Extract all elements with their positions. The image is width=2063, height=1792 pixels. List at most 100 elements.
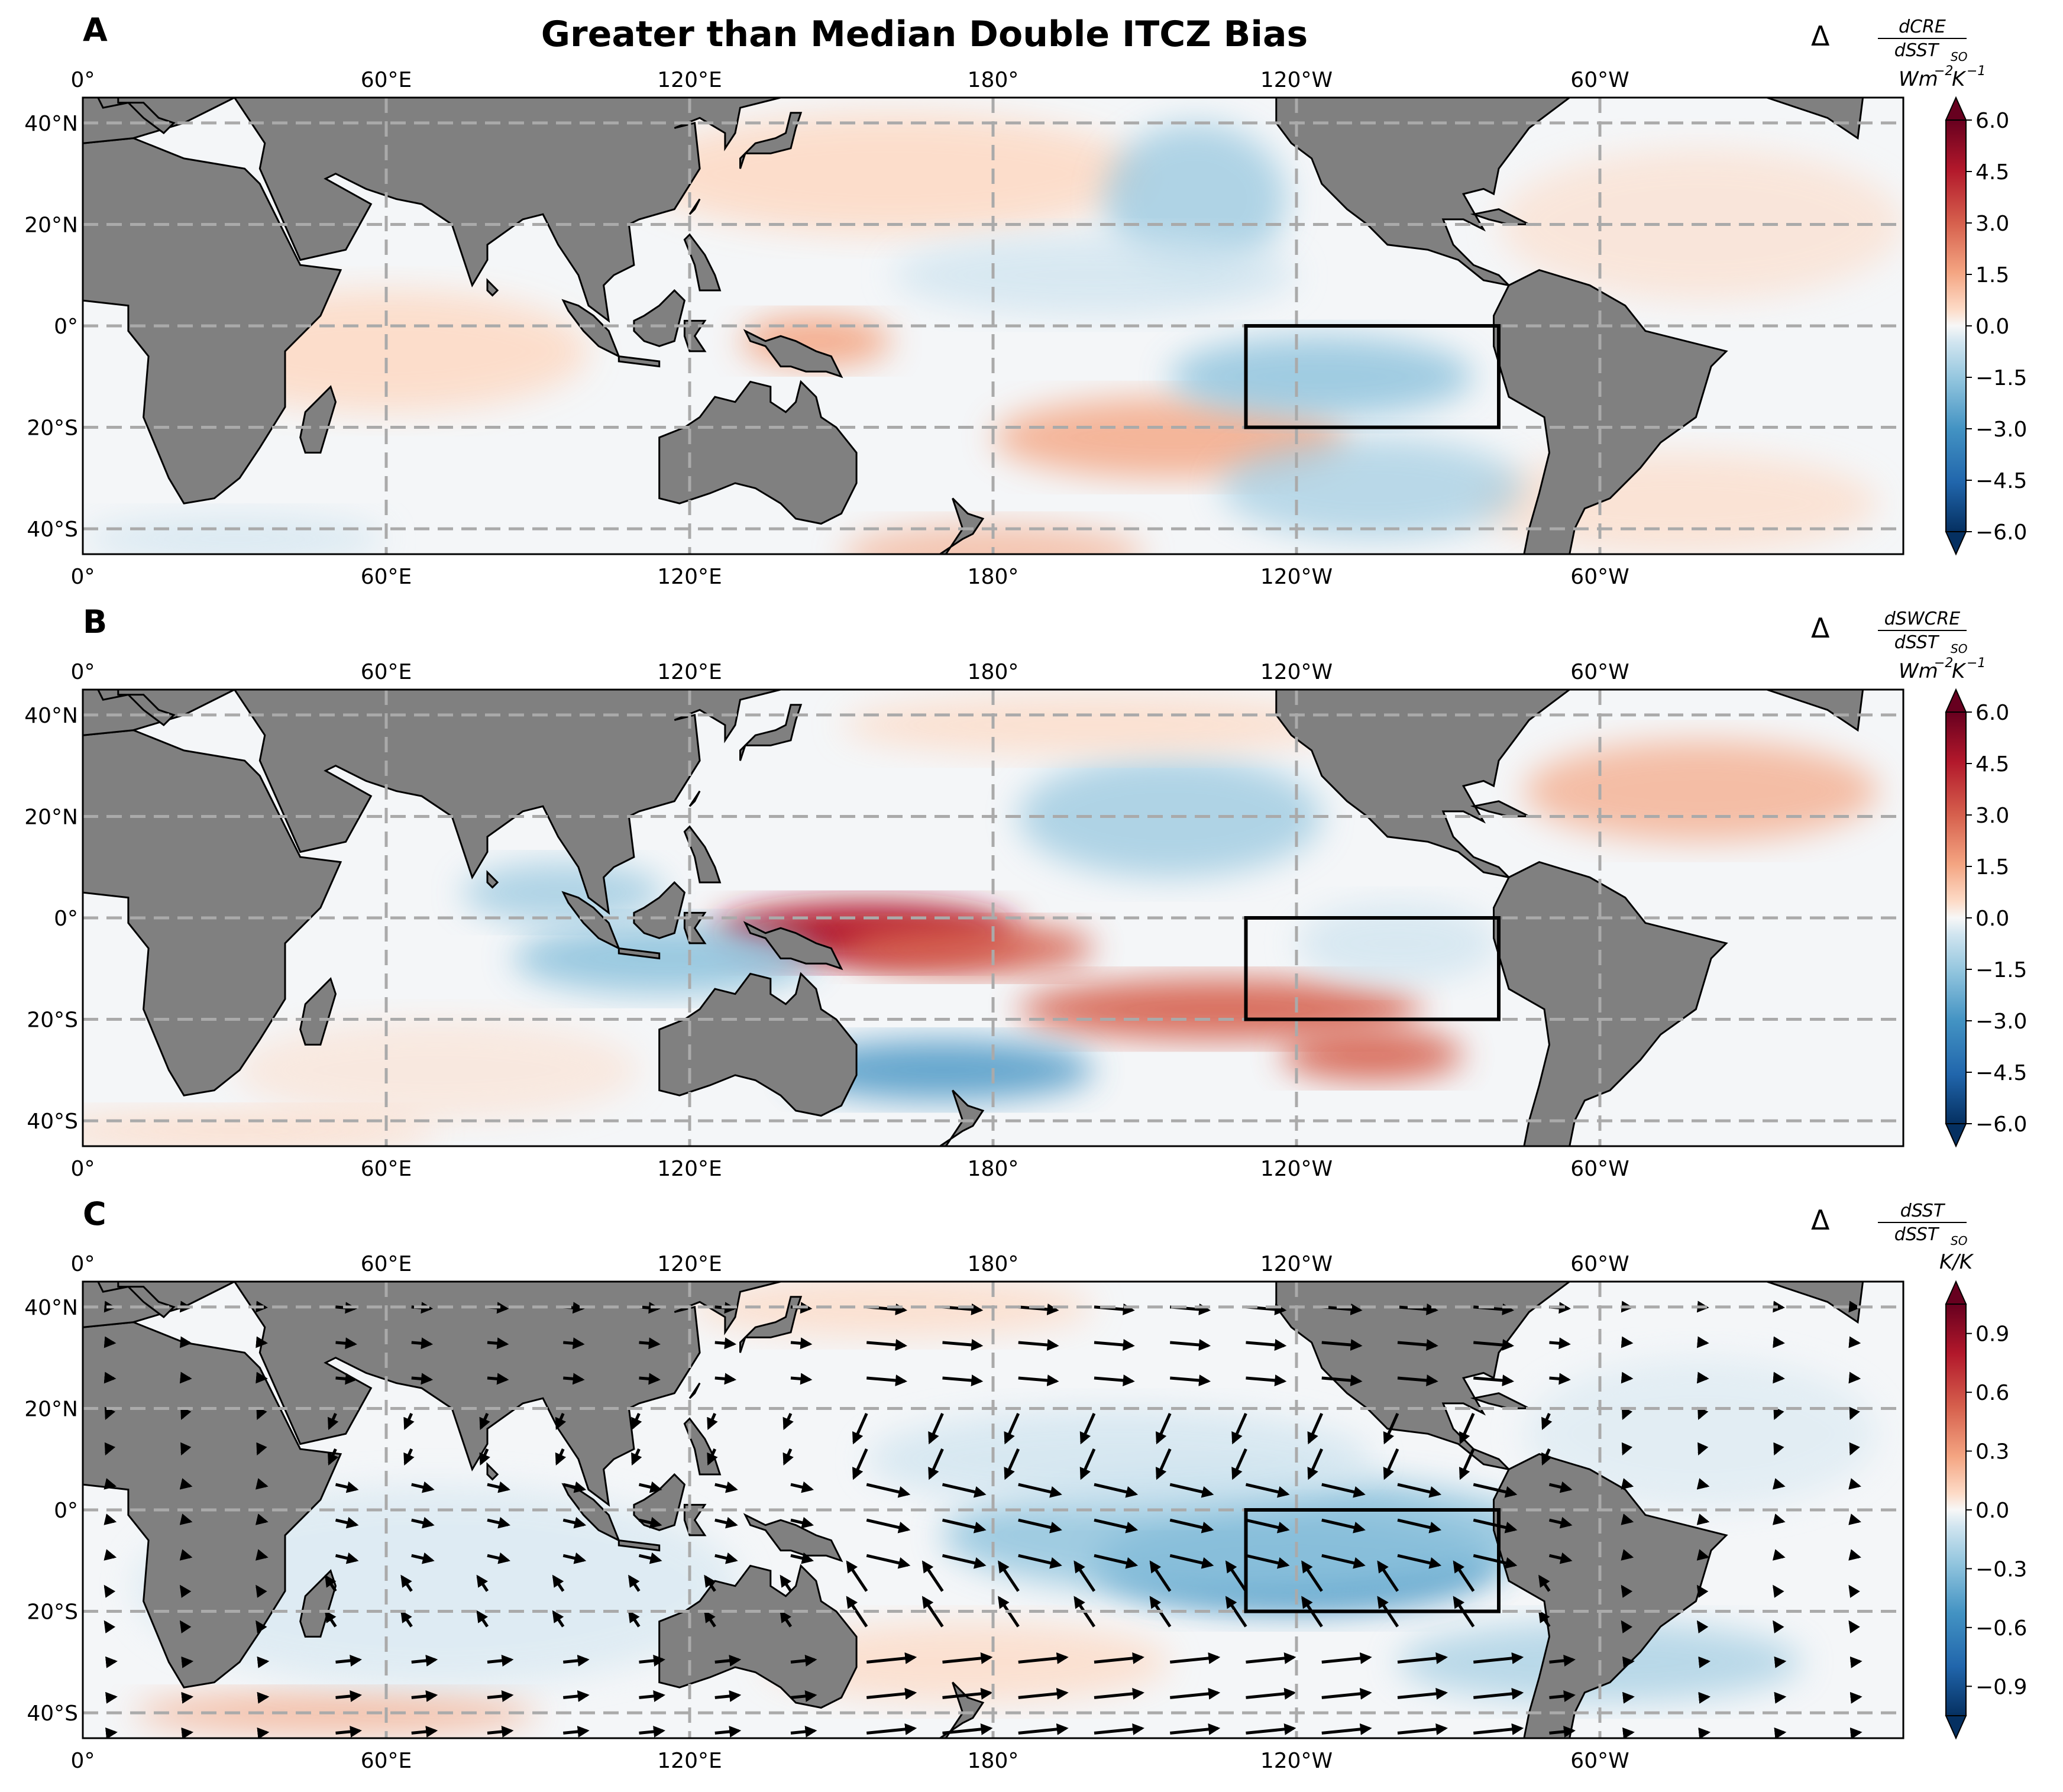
land-cuba — [1470, 208, 1530, 225]
wind-arrow — [846, 1560, 868, 1592]
colorbar-tick-label: 4.5 — [1975, 160, 2009, 185]
field-blob — [841, 923, 1094, 974]
wind-arrow — [1246, 1374, 1287, 1387]
wind-arrow — [866, 1339, 908, 1351]
land-australia — [658, 1564, 858, 1709]
wind-arrow — [942, 1554, 987, 1569]
wind-arrow — [180, 1406, 192, 1420]
land-java — [617, 1539, 661, 1552]
land-borneo — [633, 881, 686, 939]
wind-arrow — [866, 1374, 908, 1387]
wind-arrow — [563, 1373, 585, 1385]
wind-arrow — [104, 1406, 116, 1420]
lon-label-top: 0° — [71, 660, 95, 684]
colorbar-tick-label: −1.5 — [1975, 958, 2027, 982]
wind-arrow — [1773, 1442, 1784, 1456]
colorbar-tick-label: 0.0 — [1975, 315, 2009, 339]
wind-arrow — [256, 1620, 267, 1633]
wind-arrow — [487, 1654, 514, 1667]
wind-arrow — [1397, 1483, 1442, 1498]
wind-arrow — [866, 1554, 911, 1569]
land-newguinea — [743, 921, 843, 971]
wind-arrow — [335, 1373, 357, 1385]
land-nz — [938, 497, 985, 554]
wind-arrow — [1538, 1610, 1551, 1628]
wind-arrow — [846, 1596, 868, 1628]
wind-arrow — [400, 1574, 413, 1592]
wind-arrow — [942, 1652, 993, 1664]
wind-arrow — [1473, 1518, 1518, 1534]
wind-arrow — [852, 1448, 868, 1480]
variable-denominator: dSST — [1894, 1224, 1940, 1245]
wind-arrow — [1473, 1652, 1524, 1664]
wind-arrow — [325, 1574, 337, 1592]
wind-arrow — [1307, 1448, 1324, 1480]
panel-letter: C — [83, 1195, 106, 1233]
wind-arrow — [1397, 1303, 1438, 1315]
wind-arrow — [552, 1610, 565, 1628]
wind-arrow — [1246, 1339, 1287, 1351]
wind-arrow — [1622, 1727, 1635, 1738]
wind-arrow — [563, 1690, 590, 1702]
wind-arrow — [411, 1552, 435, 1564]
colorbar-tick-label: −4.5 — [1975, 1061, 2027, 1085]
wind-arrow — [1541, 1448, 1553, 1466]
wind-arrow — [257, 1727, 270, 1738]
wind-arrow — [1549, 1654, 1576, 1667]
wind-arrow — [1321, 1374, 1363, 1387]
wind-arrow — [487, 1373, 509, 1385]
lat-label: 20°S — [27, 416, 78, 441]
wind-arrow — [998, 1560, 1020, 1592]
wind-arrow — [631, 1413, 642, 1430]
wind-arrow — [1696, 1513, 1710, 1525]
land-greenland_ne — [1766, 1282, 1864, 1324]
wind-arrow — [179, 1549, 193, 1561]
wind-arrow — [1848, 1620, 1860, 1633]
wind-arrow — [1169, 1483, 1214, 1498]
wind-arrow — [1321, 1339, 1363, 1351]
wind-arrow — [256, 1584, 267, 1598]
wind-arrow — [1094, 1374, 1135, 1387]
colorbar-extend-top — [1945, 688, 1967, 713]
wind-arrow — [1773, 1584, 1784, 1598]
wind-arrow — [1621, 1372, 1634, 1384]
wind-arrow — [1231, 1448, 1247, 1480]
wind-arrow — [942, 1687, 993, 1700]
contour-field — [83, 694, 1878, 1146]
field-blob — [1296, 903, 1499, 984]
wind-arrow — [1849, 1442, 1860, 1456]
wind-arrow — [1397, 1652, 1448, 1664]
wind-arrow — [1773, 1372, 1785, 1384]
wind-arrow — [707, 1448, 718, 1466]
lon-label-bottom: 60°E — [361, 1157, 412, 1181]
wind-arrow — [179, 1372, 192, 1384]
field-blob — [1524, 1357, 1878, 1510]
wind-arrow — [256, 1406, 267, 1420]
wind-arrow — [335, 1726, 362, 1738]
panel-letter: A — [83, 11, 108, 48]
units-k: K — [1952, 67, 1967, 91]
wind-arrow — [639, 1337, 661, 1350]
wind-arrow — [1697, 1442, 1709, 1456]
wind-arrow — [1018, 1554, 1062, 1569]
wind-arrow — [1772, 1478, 1786, 1490]
gridlines — [83, 1282, 1903, 1738]
colorbar-tick-label: −1.5 — [1975, 366, 2027, 390]
wind-arrow — [1156, 1448, 1172, 1480]
wind-arrow — [921, 1596, 944, 1628]
wind-arrow — [780, 1574, 793, 1592]
colorbar-bar — [1945, 711, 1967, 1124]
variable-delta: Δ — [1811, 1204, 1830, 1236]
wind-arrow — [628, 1610, 641, 1628]
variable-denominator-subscript: SO — [1951, 50, 1967, 64]
variable-denominator: dSST — [1894, 40, 1940, 61]
wind-arrow — [335, 1337, 357, 1350]
wind-arrow — [1774, 1727, 1787, 1738]
wind-arrow — [479, 1413, 490, 1430]
region-box — [1244, 1508, 1501, 1613]
wind-arrow — [1459, 1413, 1475, 1445]
variable-numerator: dCRE — [1899, 17, 1946, 37]
map-frame — [82, 96, 1904, 555]
